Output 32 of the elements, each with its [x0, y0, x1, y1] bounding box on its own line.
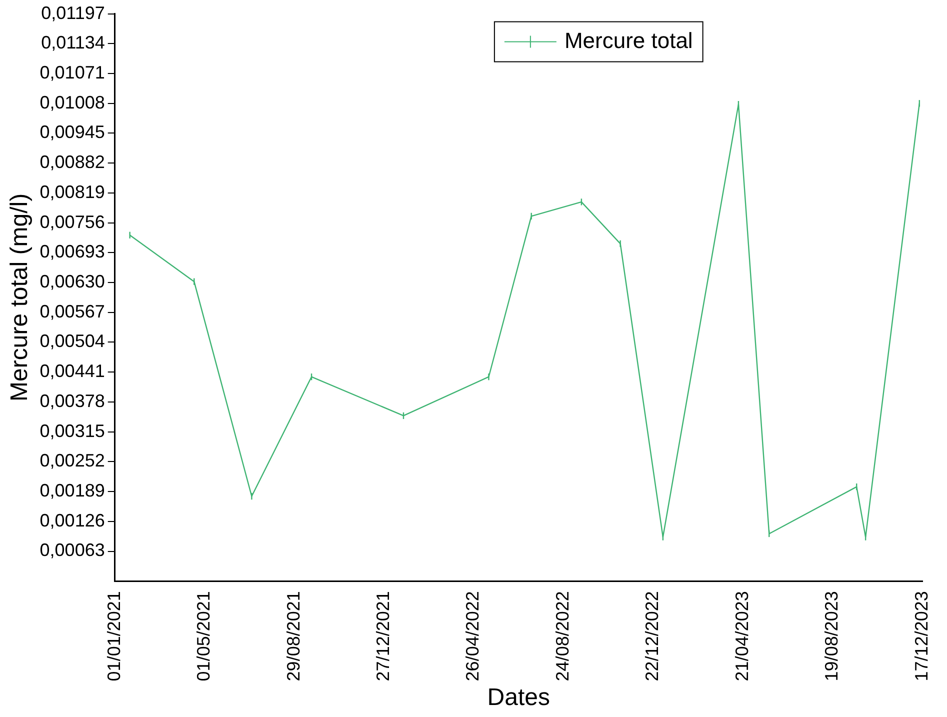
y-tick-label: 0,00945 [40, 122, 105, 142]
x-tick-label: 01/01/2021 [104, 591, 124, 682]
y-tick-label: 0,00126 [40, 510, 105, 530]
x-tick-label: 27/12/2021 [373, 591, 394, 682]
x-tick-label: 19/08/2023 [822, 591, 842, 682]
x-axis-title: Dates [487, 684, 550, 712]
x-tick-label: 22/12/2022 [642, 591, 662, 682]
y-tick-label: 0,00378 [40, 390, 105, 411]
y-tick-label: 0,00693 [40, 242, 105, 262]
y-axis-title: Mercure total (mg/l) [6, 193, 34, 402]
x-tick-label: 01/05/2021 [194, 591, 214, 682]
y-tick-label: 0,01071 [40, 62, 105, 82]
y-tick-label: 0,00882 [40, 152, 105, 172]
y-tick-label: 0,00504 [40, 331, 105, 352]
y-tick-label: 0,00315 [40, 420, 105, 441]
y-tick-label: 0,01197 [41, 2, 105, 23]
y-tick-label: 0,00189 [40, 480, 105, 501]
y-tick-label: 0,00756 [40, 212, 105, 232]
x-tick-label: 26/04/2022 [462, 591, 483, 682]
y-tick-label: 0,00063 [40, 540, 105, 560]
y-tick-label: 0,00567 [40, 301, 105, 322]
x-tick-label: 17/12/2023 [911, 591, 932, 682]
y-tick-label: 0,00252 [40, 450, 105, 471]
y-tick-label: 0,00630 [40, 271, 105, 292]
y-tick-label: 0,01008 [40, 92, 105, 112]
y-tick-label: 0,01134 [41, 32, 105, 53]
y-tick-label: 0,00819 [40, 182, 105, 202]
y-tick-label: 0,00441 [40, 361, 105, 382]
x-tick-label: 21/04/2023 [732, 591, 752, 682]
x-tick-label: 24/08/2022 [552, 591, 572, 682]
legend-label: Mercure total [564, 28, 693, 53]
x-tick-label: 29/08/2021 [283, 591, 304, 682]
